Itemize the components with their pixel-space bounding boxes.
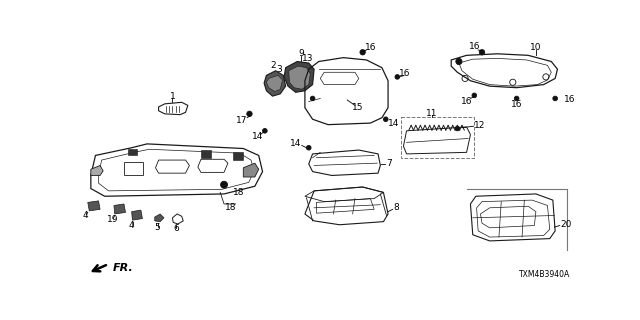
Circle shape xyxy=(307,145,311,150)
Text: TXM4B3940A: TXM4B3940A xyxy=(519,270,570,279)
Text: 16: 16 xyxy=(461,97,472,106)
Text: 12: 12 xyxy=(474,121,486,130)
Text: 7: 7 xyxy=(386,159,392,168)
Polygon shape xyxy=(114,204,125,214)
Text: FR.: FR. xyxy=(113,263,133,273)
Text: 17: 17 xyxy=(236,116,248,125)
Text: 4: 4 xyxy=(83,211,88,220)
Text: 14: 14 xyxy=(290,140,301,148)
Polygon shape xyxy=(232,152,243,160)
Polygon shape xyxy=(128,148,137,155)
Circle shape xyxy=(221,181,227,188)
Text: 15: 15 xyxy=(351,103,363,112)
Polygon shape xyxy=(284,61,314,92)
Text: 16: 16 xyxy=(564,95,575,105)
Polygon shape xyxy=(201,150,211,158)
Text: 16: 16 xyxy=(399,69,411,78)
Circle shape xyxy=(455,126,460,131)
Text: 19: 19 xyxy=(107,215,118,224)
Circle shape xyxy=(383,117,388,122)
Text: 6: 6 xyxy=(173,224,179,233)
Text: 9: 9 xyxy=(298,49,304,58)
Polygon shape xyxy=(264,71,285,96)
Text: 18: 18 xyxy=(225,203,236,212)
Text: 20: 20 xyxy=(561,220,572,229)
Circle shape xyxy=(310,96,315,101)
Circle shape xyxy=(262,129,267,133)
Circle shape xyxy=(247,111,252,116)
Text: 13: 13 xyxy=(302,54,314,63)
Text: 16: 16 xyxy=(365,43,376,52)
Circle shape xyxy=(553,96,557,101)
Circle shape xyxy=(472,93,477,98)
Circle shape xyxy=(395,75,399,79)
Polygon shape xyxy=(91,165,103,175)
Polygon shape xyxy=(132,210,143,220)
Text: 3: 3 xyxy=(276,65,282,74)
Text: 18: 18 xyxy=(232,188,244,197)
Text: 4: 4 xyxy=(129,221,134,230)
Text: 16: 16 xyxy=(468,42,480,52)
Polygon shape xyxy=(88,201,100,211)
Text: 14: 14 xyxy=(388,119,399,128)
Text: 10: 10 xyxy=(530,43,541,52)
Text: 8: 8 xyxy=(394,203,399,212)
Circle shape xyxy=(456,59,462,65)
Text: 16: 16 xyxy=(511,100,522,109)
Text: 11: 11 xyxy=(426,108,438,117)
Circle shape xyxy=(479,50,484,55)
Text: 5: 5 xyxy=(154,223,160,232)
Polygon shape xyxy=(155,214,164,222)
Polygon shape xyxy=(243,163,259,177)
Polygon shape xyxy=(289,66,310,89)
Polygon shape xyxy=(266,75,283,92)
Text: 2: 2 xyxy=(271,61,276,70)
Text: 14: 14 xyxy=(252,132,263,141)
Circle shape xyxy=(360,50,365,55)
Circle shape xyxy=(515,96,519,101)
Text: 1: 1 xyxy=(170,92,175,101)
